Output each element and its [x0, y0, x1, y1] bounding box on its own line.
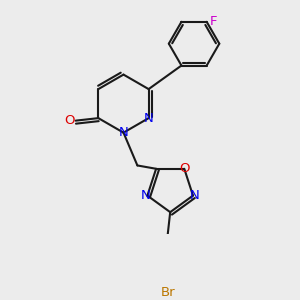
Text: N: N: [118, 126, 128, 139]
Text: N: N: [190, 189, 200, 202]
Text: O: O: [64, 114, 75, 127]
Text: O: O: [179, 162, 190, 175]
Text: F: F: [209, 15, 217, 28]
Text: N: N: [144, 112, 154, 124]
Text: Br: Br: [160, 286, 175, 299]
Text: N: N: [140, 189, 150, 202]
